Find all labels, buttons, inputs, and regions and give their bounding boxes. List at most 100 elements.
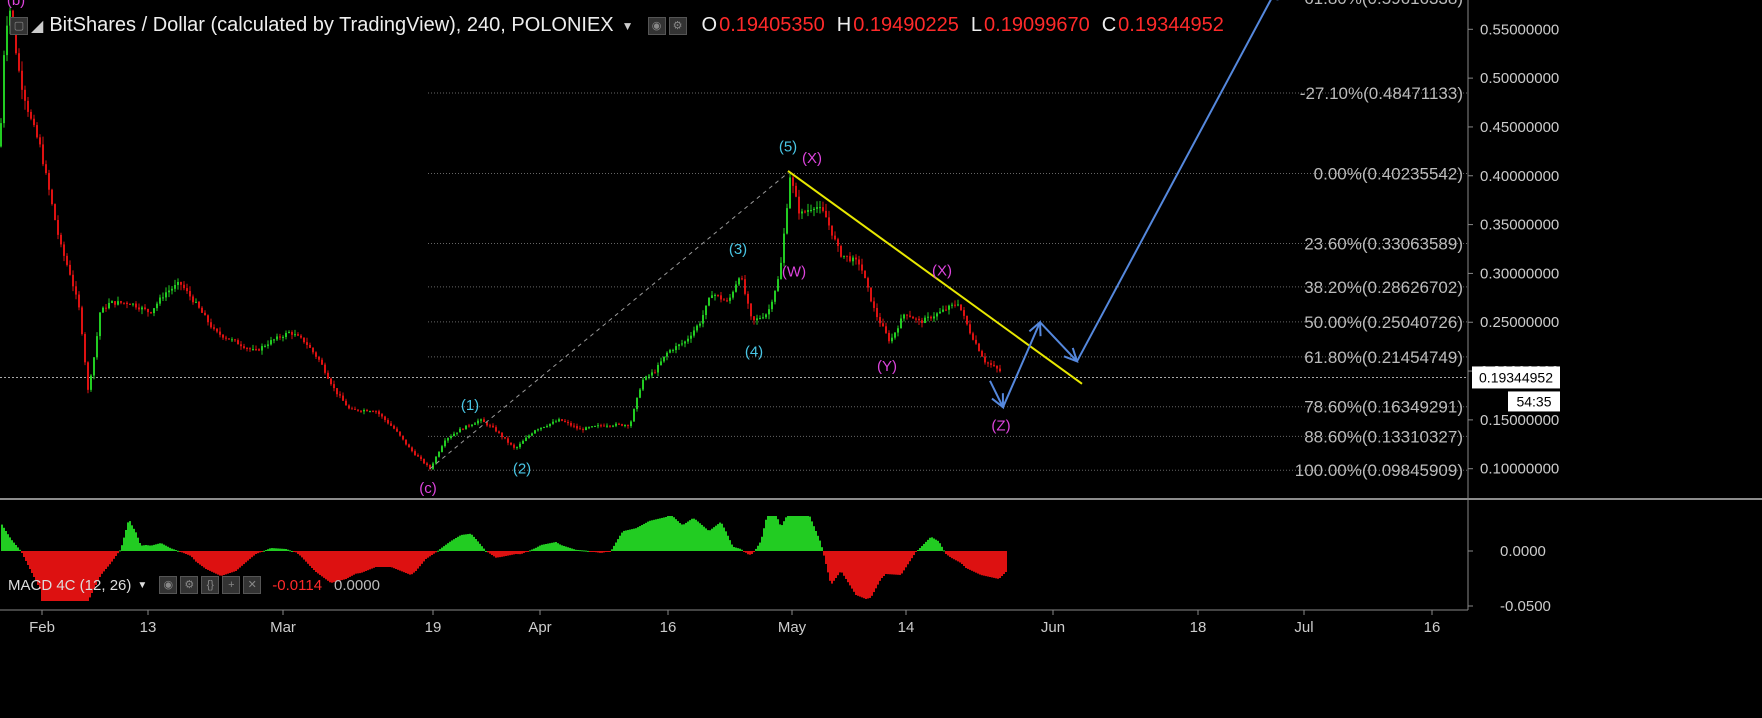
candle-body <box>594 425 596 427</box>
macd-bar <box>267 549 269 551</box>
candle-body <box>606 425 608 427</box>
macd-bar <box>711 528 713 551</box>
add-icon[interactable]: + <box>222 576 241 594</box>
macd-bar <box>343 551 345 580</box>
source-code-icon[interactable]: {} <box>201 576 220 594</box>
macd-bar <box>363 551 365 572</box>
candle-body <box>183 284 185 289</box>
candle-body <box>375 411 377 413</box>
macd-bar <box>521 551 523 554</box>
macd-bar <box>221 551 223 576</box>
macd-legend[interactable]: MACD 4C (12, 26) ▼ ◉ ⚙ {} + ✕ -0.0114 0.… <box>8 576 380 594</box>
candle-body <box>813 208 815 210</box>
wave-label[interactable]: (2) <box>513 461 531 478</box>
wave-label[interactable]: (Z) <box>991 418 1010 435</box>
macd-bar <box>769 516 771 551</box>
collapse-icon[interactable]: ▢ <box>10 16 28 35</box>
macd-bar <box>767 516 769 551</box>
gear-icon[interactable]: ⚙ <box>668 16 687 35</box>
candle-body <box>411 447 413 452</box>
gear-icon[interactable]: ⚙ <box>180 576 199 594</box>
chevron-down-icon[interactable]: ▼ <box>137 579 148 591</box>
macd-bar <box>841 551 843 573</box>
candle-body <box>900 318 902 329</box>
macd-bar <box>735 547 737 551</box>
projection-segment[interactable] <box>989 380 1004 408</box>
symbol-legend[interactable]: ▢ ◢ BitShares / Dollar (calculated by Tr… <box>10 14 1224 37</box>
candle-body <box>177 281 179 285</box>
macd-bar <box>659 518 661 551</box>
macd-bar <box>305 551 307 562</box>
fib-dashed-connector[interactable] <box>429 172 789 470</box>
chart-drawings[interactable] <box>429 0 1279 470</box>
macd-axis-label: -0.0500 <box>1500 598 1551 615</box>
candle-body <box>978 343 980 352</box>
projection-segment[interactable] <box>1002 321 1041 408</box>
macd-bar <box>887 551 889 575</box>
macd-bar <box>393 551 395 569</box>
candle-body <box>405 439 407 445</box>
wave-label[interactable]: (4) <box>745 343 763 360</box>
macd-bar <box>983 551 985 576</box>
wave-label[interactable]: (3) <box>729 241 747 258</box>
macd-bar <box>893 551 895 575</box>
wave-label[interactable]: (Y) <box>877 358 897 375</box>
macd-bar <box>231 551 233 573</box>
candle-body <box>861 264 863 271</box>
symbol-title[interactable]: BitShares / Dollar (calculated by Tradin… <box>49 14 614 36</box>
macd-bar <box>709 530 711 551</box>
wave-label[interactable]: (b) <box>7 0 25 9</box>
arrow-head-icon <box>991 393 1005 410</box>
macd-bar <box>925 541 927 551</box>
macd-bar <box>701 524 703 551</box>
macd-bar <box>419 551 421 567</box>
wave-label[interactable]: (1) <box>461 397 479 414</box>
macd-bar <box>763 528 765 551</box>
macd-bar <box>381 551 383 567</box>
candle-body <box>579 428 581 430</box>
projection-segment[interactable] <box>1039 321 1078 362</box>
close-icon[interactable]: ✕ <box>243 576 262 594</box>
macd-bar <box>311 551 313 568</box>
candle-body <box>648 375 650 377</box>
macd-bar <box>109 551 111 565</box>
macd-bar <box>471 534 473 551</box>
candle-body <box>831 225 833 236</box>
candle-body <box>834 235 836 240</box>
macd-bar <box>855 551 857 595</box>
macd-bar <box>43 551 45 601</box>
candle-body <box>960 304 962 311</box>
macd-bar <box>503 551 505 557</box>
macd-bar <box>607 551 609 552</box>
macd-bar <box>377 551 379 567</box>
macd-bar <box>979 551 981 575</box>
macd-title[interactable]: MACD 4C (12, 26) <box>8 576 132 594</box>
eye-icon[interactable]: ◉ <box>159 576 178 594</box>
macd-bar <box>509 551 511 556</box>
macd-bar <box>691 518 693 551</box>
wave-label[interactable]: (X) <box>802 150 822 167</box>
macd-bar <box>819 540 821 551</box>
macd-bar <box>939 543 941 551</box>
candle-body <box>102 307 104 313</box>
candle-body <box>189 291 191 297</box>
trendline[interactable] <box>787 170 1083 385</box>
macd-bar <box>491 551 493 555</box>
eye-icon[interactable]: ◉ <box>647 16 666 35</box>
projection-segment[interactable] <box>1076 0 1278 362</box>
macd-bar <box>171 548 173 551</box>
wave-label[interactable]: (X) <box>932 262 952 279</box>
macd-bar <box>947 551 949 556</box>
candle-body <box>465 425 467 430</box>
wave-label[interactable]: (c) <box>419 480 437 497</box>
wave-label[interactable]: (5) <box>779 138 797 155</box>
macd-bar <box>921 545 923 551</box>
macd-bar <box>817 535 819 551</box>
candle-body <box>924 317 926 324</box>
macd-bar <box>63 551 65 601</box>
chevron-down-icon[interactable]: ▼ <box>621 18 634 33</box>
candle-body <box>333 384 335 389</box>
candle-body <box>492 425 494 428</box>
wave-label[interactable]: (W) <box>782 263 806 280</box>
